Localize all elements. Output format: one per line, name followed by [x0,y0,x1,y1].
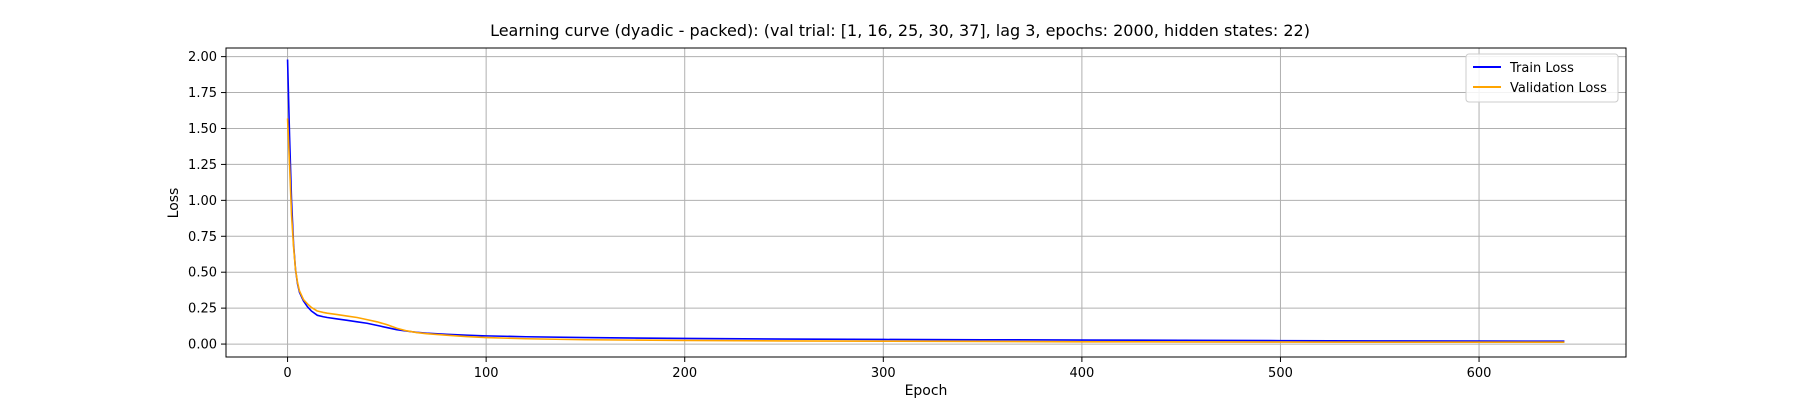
legend: Train Loss Validation Loss [1465,53,1619,103]
y-tick-label: 1.75 [188,86,217,101]
legend-box [1465,53,1619,103]
x-tick-label: 600 [1467,366,1492,381]
legend-train-loss-label: Train Loss [1509,61,1574,76]
x-tick-label: 200 [672,366,697,381]
validation-loss-line [286,118,1565,343]
x-tick-label: 0 [283,366,291,381]
plot-area-frame [225,47,1627,358]
y-axis-label: Loss [166,188,182,219]
axis-ticks: 0 100 200 300 400 500 600 0.00 0.25 0.50 0.75 1.00 1… [188,50,1491,381]
y-tick-label: 2.00 [188,50,217,65]
y-tick-label: 0.75 [188,230,217,245]
x-tick-label: 500 [1268,366,1293,381]
x-tick-label: 400 [1069,366,1094,381]
grid [226,48,1626,357]
y-tick-label: 0.25 [188,302,217,317]
chart-title: Learning curve (dyadic - packed): (val t… [490,21,1310,40]
y-tick-label: 0.50 [188,266,217,281]
x-tick-label: 100 [474,366,499,381]
x-tick-label: 300 [871,366,896,381]
legend-validation-loss-label: Validation Loss [1510,81,1607,96]
y-tick-label: 1.00 [188,194,217,209]
series-lines [286,59,1565,343]
y-tick-label: 0.00 [188,338,217,353]
y-tick-label: 1.50 [188,122,217,137]
y-tick-label: 1.25 [188,158,217,173]
x-axis-label: Epoch [905,383,948,399]
